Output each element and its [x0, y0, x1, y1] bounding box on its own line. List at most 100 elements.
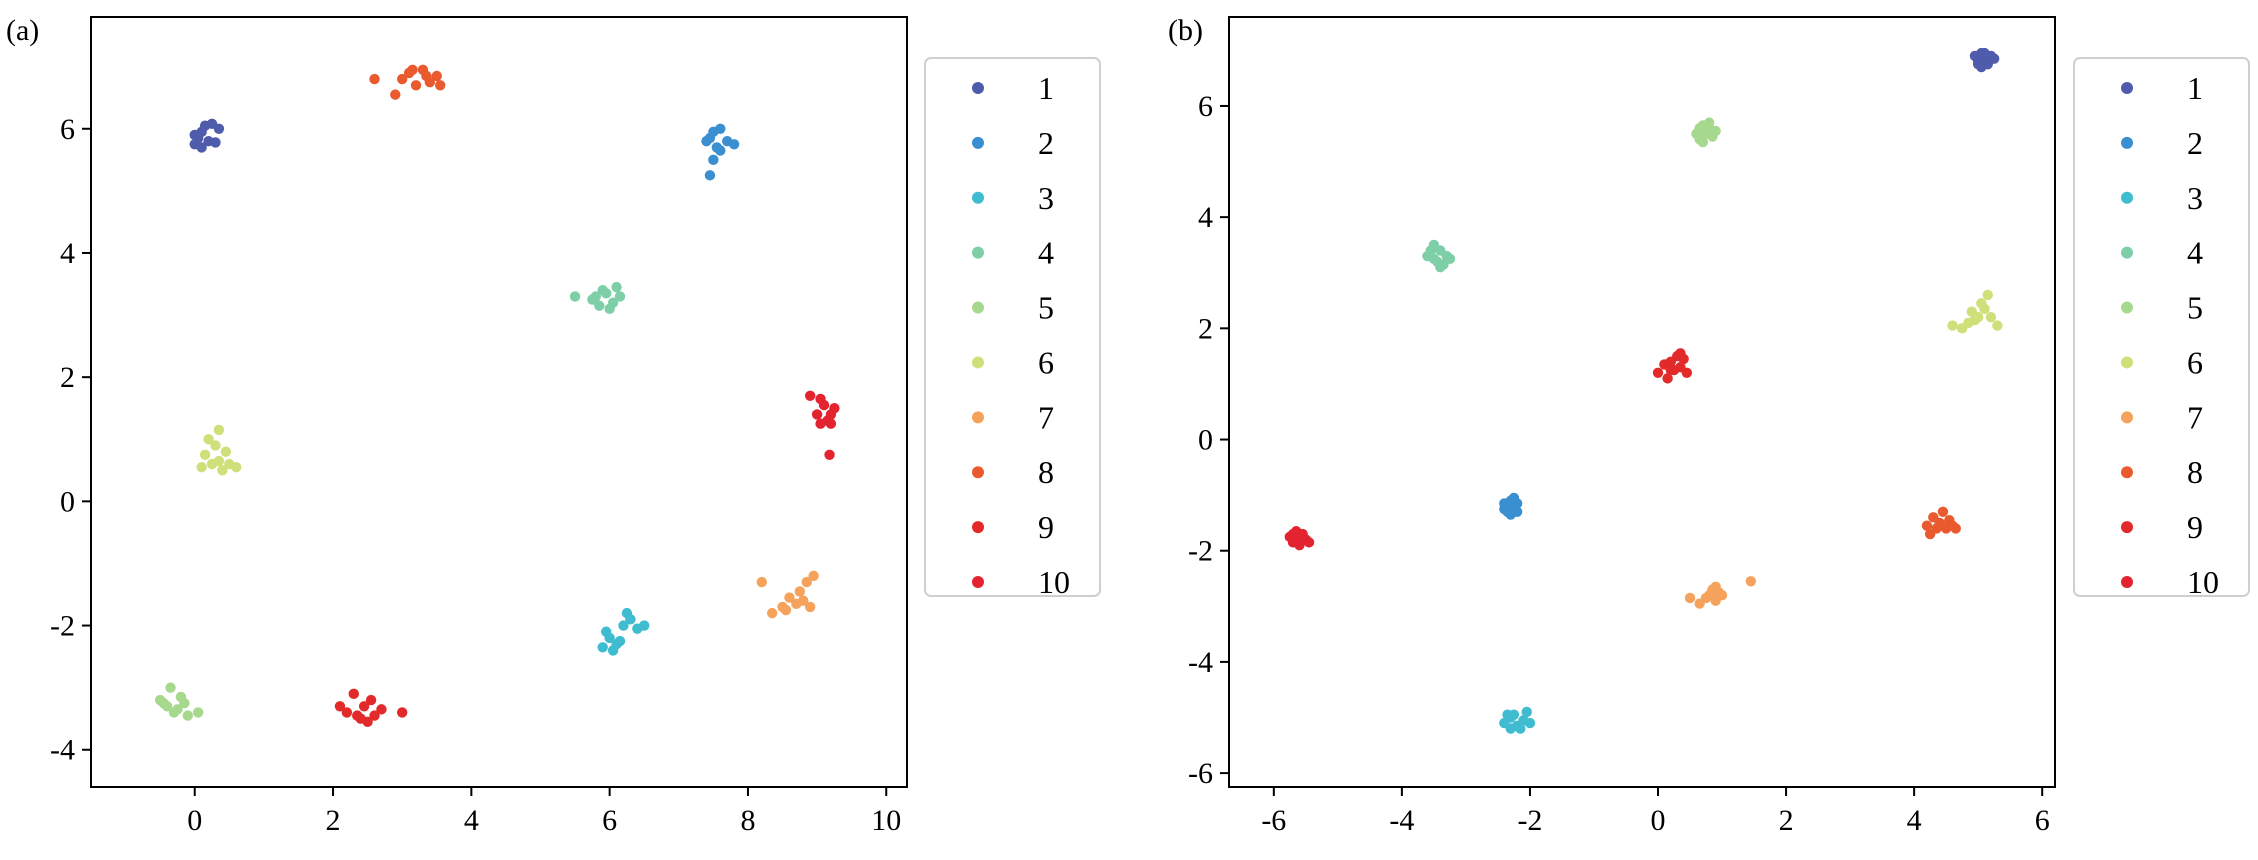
data-point: [1665, 364, 1677, 376]
x-tick-label: -4: [1389, 804, 1414, 837]
data-point: [824, 449, 835, 460]
series-4: [569, 281, 626, 315]
data-point: [829, 403, 840, 414]
legend-label: 8: [2187, 454, 2203, 490]
legend-marker: [972, 82, 984, 94]
data-point: [365, 694, 377, 706]
legend-label: 6: [1038, 344, 1054, 380]
data-point: [590, 291, 602, 302]
data-point: [1425, 245, 1436, 256]
legend-label: 2: [1038, 125, 1054, 161]
data-point: [369, 73, 380, 85]
data-point: [611, 281, 622, 293]
data-point: [1662, 373, 1673, 384]
data-point: [1976, 61, 1987, 73]
data-point: [334, 701, 346, 712]
data-point: [196, 142, 207, 153]
legend-marker: [2121, 246, 2133, 259]
data-point: [1508, 492, 1520, 504]
legend-marker: [972, 301, 984, 314]
data-point: [1710, 125, 1721, 137]
data-point: [358, 701, 370, 712]
data-point: [1505, 712, 1516, 723]
data-point: [801, 576, 812, 588]
x-tick-label: 10: [871, 804, 901, 837]
data-point: [1435, 261, 1446, 273]
legend-label: 10: [2187, 564, 2219, 600]
data-point: [231, 462, 242, 473]
series-10: [1284, 526, 1315, 551]
data-point: [1700, 592, 1712, 604]
legend-box: [2073, 57, 2250, 597]
data-point: [1950, 523, 1961, 534]
plot-frame: [1228, 16, 2056, 788]
x-tick-label: 0: [1651, 804, 1666, 837]
series-8: [1921, 506, 1961, 540]
data-point: [210, 137, 221, 148]
data-point: [1979, 47, 1990, 59]
series-9: [1652, 348, 1693, 384]
data-point: [808, 570, 819, 582]
legend-label: 7: [2187, 399, 2203, 435]
data-point: [639, 620, 650, 631]
data-point: [728, 139, 740, 150]
legend-label: 9: [1038, 509, 1054, 545]
legend-label: 4: [2187, 235, 2203, 271]
data-point: [780, 604, 792, 616]
data-point: [158, 697, 169, 709]
data-point: [213, 455, 225, 467]
data-point: [1947, 320, 1958, 331]
data-point: [618, 620, 629, 631]
data-point: [1515, 723, 1526, 734]
data-point: [1969, 314, 1981, 326]
series-6: [196, 424, 242, 476]
legend-label: 4: [1038, 235, 1054, 271]
x-tick-label: -2: [1517, 804, 1542, 837]
x-tick-label: 2: [1779, 804, 1794, 837]
data-point: [708, 154, 719, 166]
data-point: [1444, 253, 1456, 265]
legend-label: 7: [1038, 399, 1054, 435]
series-7: [756, 570, 819, 619]
data-point: [804, 601, 816, 613]
series-3: [1499, 706, 1536, 734]
y-tick-label: 6: [1198, 90, 1213, 123]
legend-marker: [972, 136, 984, 149]
data-point: [396, 707, 408, 718]
legend-marker: [2121, 82, 2133, 94]
legend-label: 9: [2187, 509, 2203, 545]
data-point: [390, 89, 401, 100]
legend-marker: [2121, 576, 2133, 588]
data-point: [704, 170, 716, 181]
data-point: [1652, 367, 1664, 379]
series-10: [804, 390, 840, 460]
y-tick-label: 4: [1198, 201, 1213, 234]
data-point: [348, 688, 359, 700]
legend: 1 2 3 4 5 6 7 8 9 10: [2073, 57, 2250, 600]
legend-marker: [972, 356, 984, 369]
legend-marker: [2121, 191, 2133, 204]
series-8: [369, 64, 446, 100]
data-point: [396, 73, 408, 85]
data-point: [1710, 581, 1721, 593]
data-point: [1716, 589, 1728, 601]
chart-panel-2: (b) -6 -4 -2 0 2 4 6 -6 -4 -2 0 2 4 6 1 2 3 4 5 6 7 8 9 10: [1168, 14, 2250, 837]
series-5: [154, 682, 204, 721]
x-tick-label: 6: [2035, 804, 2050, 837]
data-point: [715, 123, 726, 134]
series-1: [189, 118, 225, 153]
legend-label: 10: [1038, 564, 1070, 600]
x-tick-label: 8: [740, 804, 755, 837]
panel-label: (a): [6, 14, 39, 47]
data-point: [597, 642, 608, 653]
legend-label: 1: [2187, 70, 2203, 106]
data-point: [621, 607, 633, 619]
data-point: [701, 135, 712, 147]
y-tick-label: 2: [1198, 312, 1213, 345]
legend-label: 5: [2187, 290, 2203, 326]
data-point: [220, 446, 232, 457]
series-2: [701, 123, 740, 181]
data-point: [614, 635, 626, 647]
data-point: [1988, 53, 2000, 64]
